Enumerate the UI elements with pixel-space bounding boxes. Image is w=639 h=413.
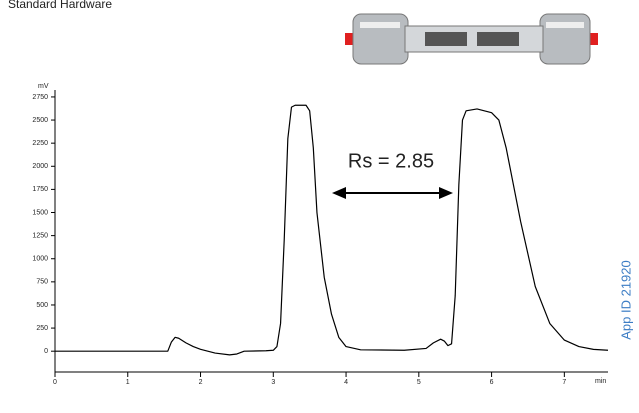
y-tick-label: 1750 [32,186,48,193]
chart-title: Standard Hardware [8,0,112,11]
chromatogram-trace [55,104,609,356]
x-tick-label: 6 [490,379,494,386]
column-illustration [345,13,598,65]
y-tick-label: 2750 [32,94,48,101]
y-tick-label: 2000 [32,163,48,170]
y-tick-label: 2500 [32,117,48,124]
x-tick-label: 0 [53,379,57,386]
annotation: Rs = 2.85 [348,150,434,172]
y-tick-label: 0 [44,348,48,355]
y-tick-label: 2250 [32,140,48,147]
y-axis-label: mV [38,83,49,90]
x-tick-label: 7 [562,379,566,386]
y-tick-label: 1250 [32,232,48,239]
y-tick-label: 250 [36,325,48,332]
x-tick-label: 1 [126,379,130,386]
x-tick-label: 5 [417,379,421,386]
x-axis-label: min [595,378,606,385]
y-tick-label: 1500 [32,209,48,216]
x-tick-label: 3 [271,379,275,386]
resolution-arrow [332,187,453,199]
y-tick-label: 750 [36,279,48,286]
x-tick-label: 2 [199,379,203,386]
x-tick-label: 4 [344,379,348,386]
y-tick-label: 1000 [32,256,48,263]
y-tick-label: 500 [36,302,48,309]
annotation: App ID 21920 [618,260,633,340]
